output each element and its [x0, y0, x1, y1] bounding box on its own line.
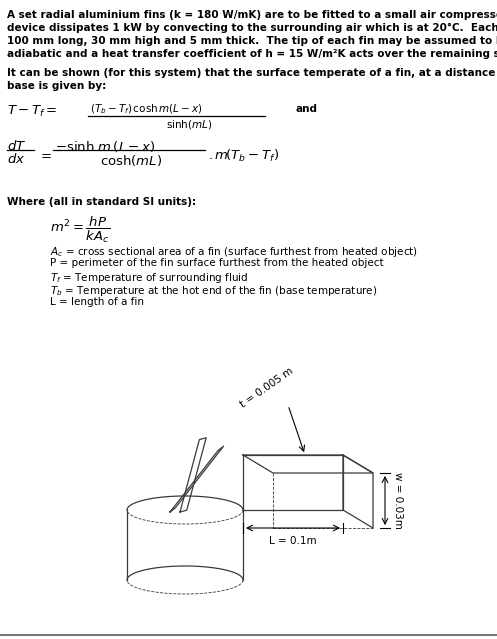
- Text: $dx$: $dx$: [7, 152, 25, 166]
- Text: t = 0.005 m: t = 0.005 m: [238, 366, 295, 410]
- Text: device dissipates 1 kW by convecting to the surrounding air which is at 20°C.  E: device dissipates 1 kW by convecting to …: [7, 23, 497, 33]
- Text: base is given by:: base is given by:: [7, 81, 106, 91]
- Text: $T_f$ = Temperature of surrounding fluid: $T_f$ = Temperature of surrounding fluid: [50, 271, 248, 285]
- Text: $=$: $=$: [38, 148, 52, 161]
- Text: $T_b$ = Temperature at the hot end of the fin (base temperature): $T_b$ = Temperature at the hot end of th…: [50, 284, 377, 298]
- Text: $A_c$ = cross sectional area of a fin (surface furthest from heated object): $A_c$ = cross sectional area of a fin (s…: [50, 245, 418, 259]
- Text: $-\sinh\,m\,(L-x)$: $-\sinh\,m\,(L-x)$: [55, 139, 156, 154]
- Text: adiabatic and a heat transfer coefficient of h = 15 W/m²K acts over the remainin: adiabatic and a heat transfer coefficien…: [7, 49, 497, 59]
- Text: P = perimeter of the fin surface furthest from the heated object: P = perimeter of the fin surface furthes…: [50, 258, 384, 268]
- Text: 100 mm long, 30 mm high and 5 mm thick.  The tip of each fin may be assumed to b: 100 mm long, 30 mm high and 5 mm thick. …: [7, 36, 497, 46]
- Text: w = 0.03m: w = 0.03m: [393, 472, 403, 528]
- Text: $\sinh(mL)$: $\sinh(mL)$: [166, 118, 213, 131]
- Text: L = 0.1m: L = 0.1m: [269, 536, 317, 546]
- Text: Where (all in standard SI units):: Where (all in standard SI units):: [7, 197, 196, 207]
- Text: $m^2 = \dfrac{hP}{kA_c}$: $m^2 = \dfrac{hP}{kA_c}$: [50, 215, 110, 245]
- Text: $\cosh(mL)$: $\cosh(mL)$: [100, 153, 162, 168]
- Text: A set radial aluminium fins (k = 180 W/mK) are to be fitted to a small air compr: A set radial aluminium fins (k = 180 W/m…: [7, 10, 497, 20]
- Text: $dT$: $dT$: [7, 139, 26, 153]
- Text: $.m\!\left(T_b-T_f\right)$: $.m\!\left(T_b-T_f\right)$: [208, 148, 279, 164]
- Text: L = length of a fin: L = length of a fin: [50, 297, 144, 307]
- Text: $T - T_f =$: $T - T_f =$: [7, 104, 57, 119]
- Text: $(T_b-T_f)\,\cosh m(L-x)$: $(T_b-T_f)\,\cosh m(L-x)$: [90, 102, 203, 116]
- Text: It can be shown (for this system) that the surface temperate of a fin, at a dist: It can be shown (for this system) that t…: [7, 68, 497, 78]
- Text: and: and: [295, 104, 317, 114]
